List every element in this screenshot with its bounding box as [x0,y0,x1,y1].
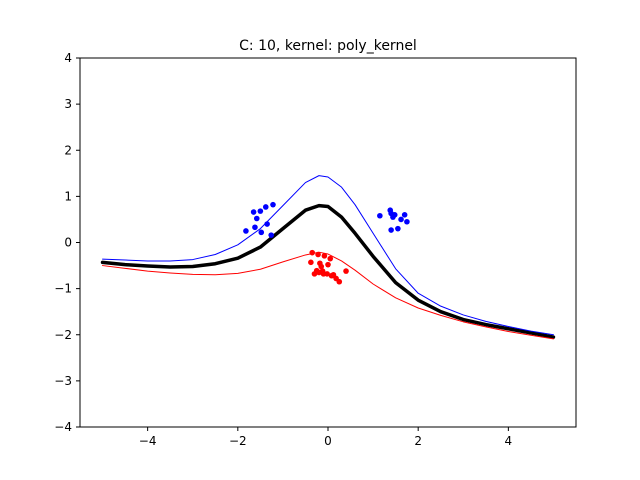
red-class-point [318,263,325,270]
red-class-point [315,251,321,258]
x-tick-label: 0 [324,434,332,448]
red-class-point [324,271,330,277]
axes: −4 −2 0 2 4 −4 −3 −2 −1 0 1 2 3 4 [54,51,512,448]
plot-area [100,175,556,340]
x-tick-label: 2 [414,434,422,448]
blue-class-point [250,209,257,215]
blue-class-point [401,212,408,218]
red-class-point [327,255,334,262]
red-class-point [313,267,320,274]
y-tick-label: 2 [64,143,72,157]
y-tick-label: −4 [54,420,72,434]
blue-class-point [398,216,404,223]
chart-title: C: 10, kernel: poly_kernel [239,38,417,54]
positive-margin-line [102,175,554,336]
blue-class-point [258,229,265,236]
red-class-point [308,259,314,266]
blue-class-point [268,232,274,238]
red-class-point [309,249,316,256]
blue-class-point [262,204,269,210]
blue-class-point [391,212,398,218]
y-tick-label: 4 [64,51,72,65]
x-tick-label: 4 [505,434,513,448]
blue-class-point [264,221,270,227]
red-class-point [321,253,328,259]
negative-margin-line [102,251,554,340]
y-tick-label: −3 [54,374,72,388]
blue-class-point [243,228,249,234]
red-class-point [343,268,349,274]
blue-class-point [377,212,383,219]
red-class-point [336,278,343,285]
blue-class-point [395,225,401,232]
decision-boundary-line [100,203,556,339]
blue-class-point [257,208,264,214]
blue-class-point [253,215,260,222]
y-tick-label: 3 [64,97,72,111]
y-tick-label: 0 [64,236,72,250]
red-class-point [325,261,331,268]
blue-class-point [388,227,394,233]
blue-class-point [252,224,258,231]
blue-class-point [270,201,276,208]
y-tick-label: −1 [54,282,72,296]
y-tick-label: 1 [64,189,72,203]
plot-frame [79,57,577,428]
red-class-point [328,272,335,279]
x-tick-label: −2 [229,434,247,448]
y-tick-label: −2 [54,328,72,342]
x-tick-label: −4 [139,434,157,448]
blue-class-point [404,218,410,225]
